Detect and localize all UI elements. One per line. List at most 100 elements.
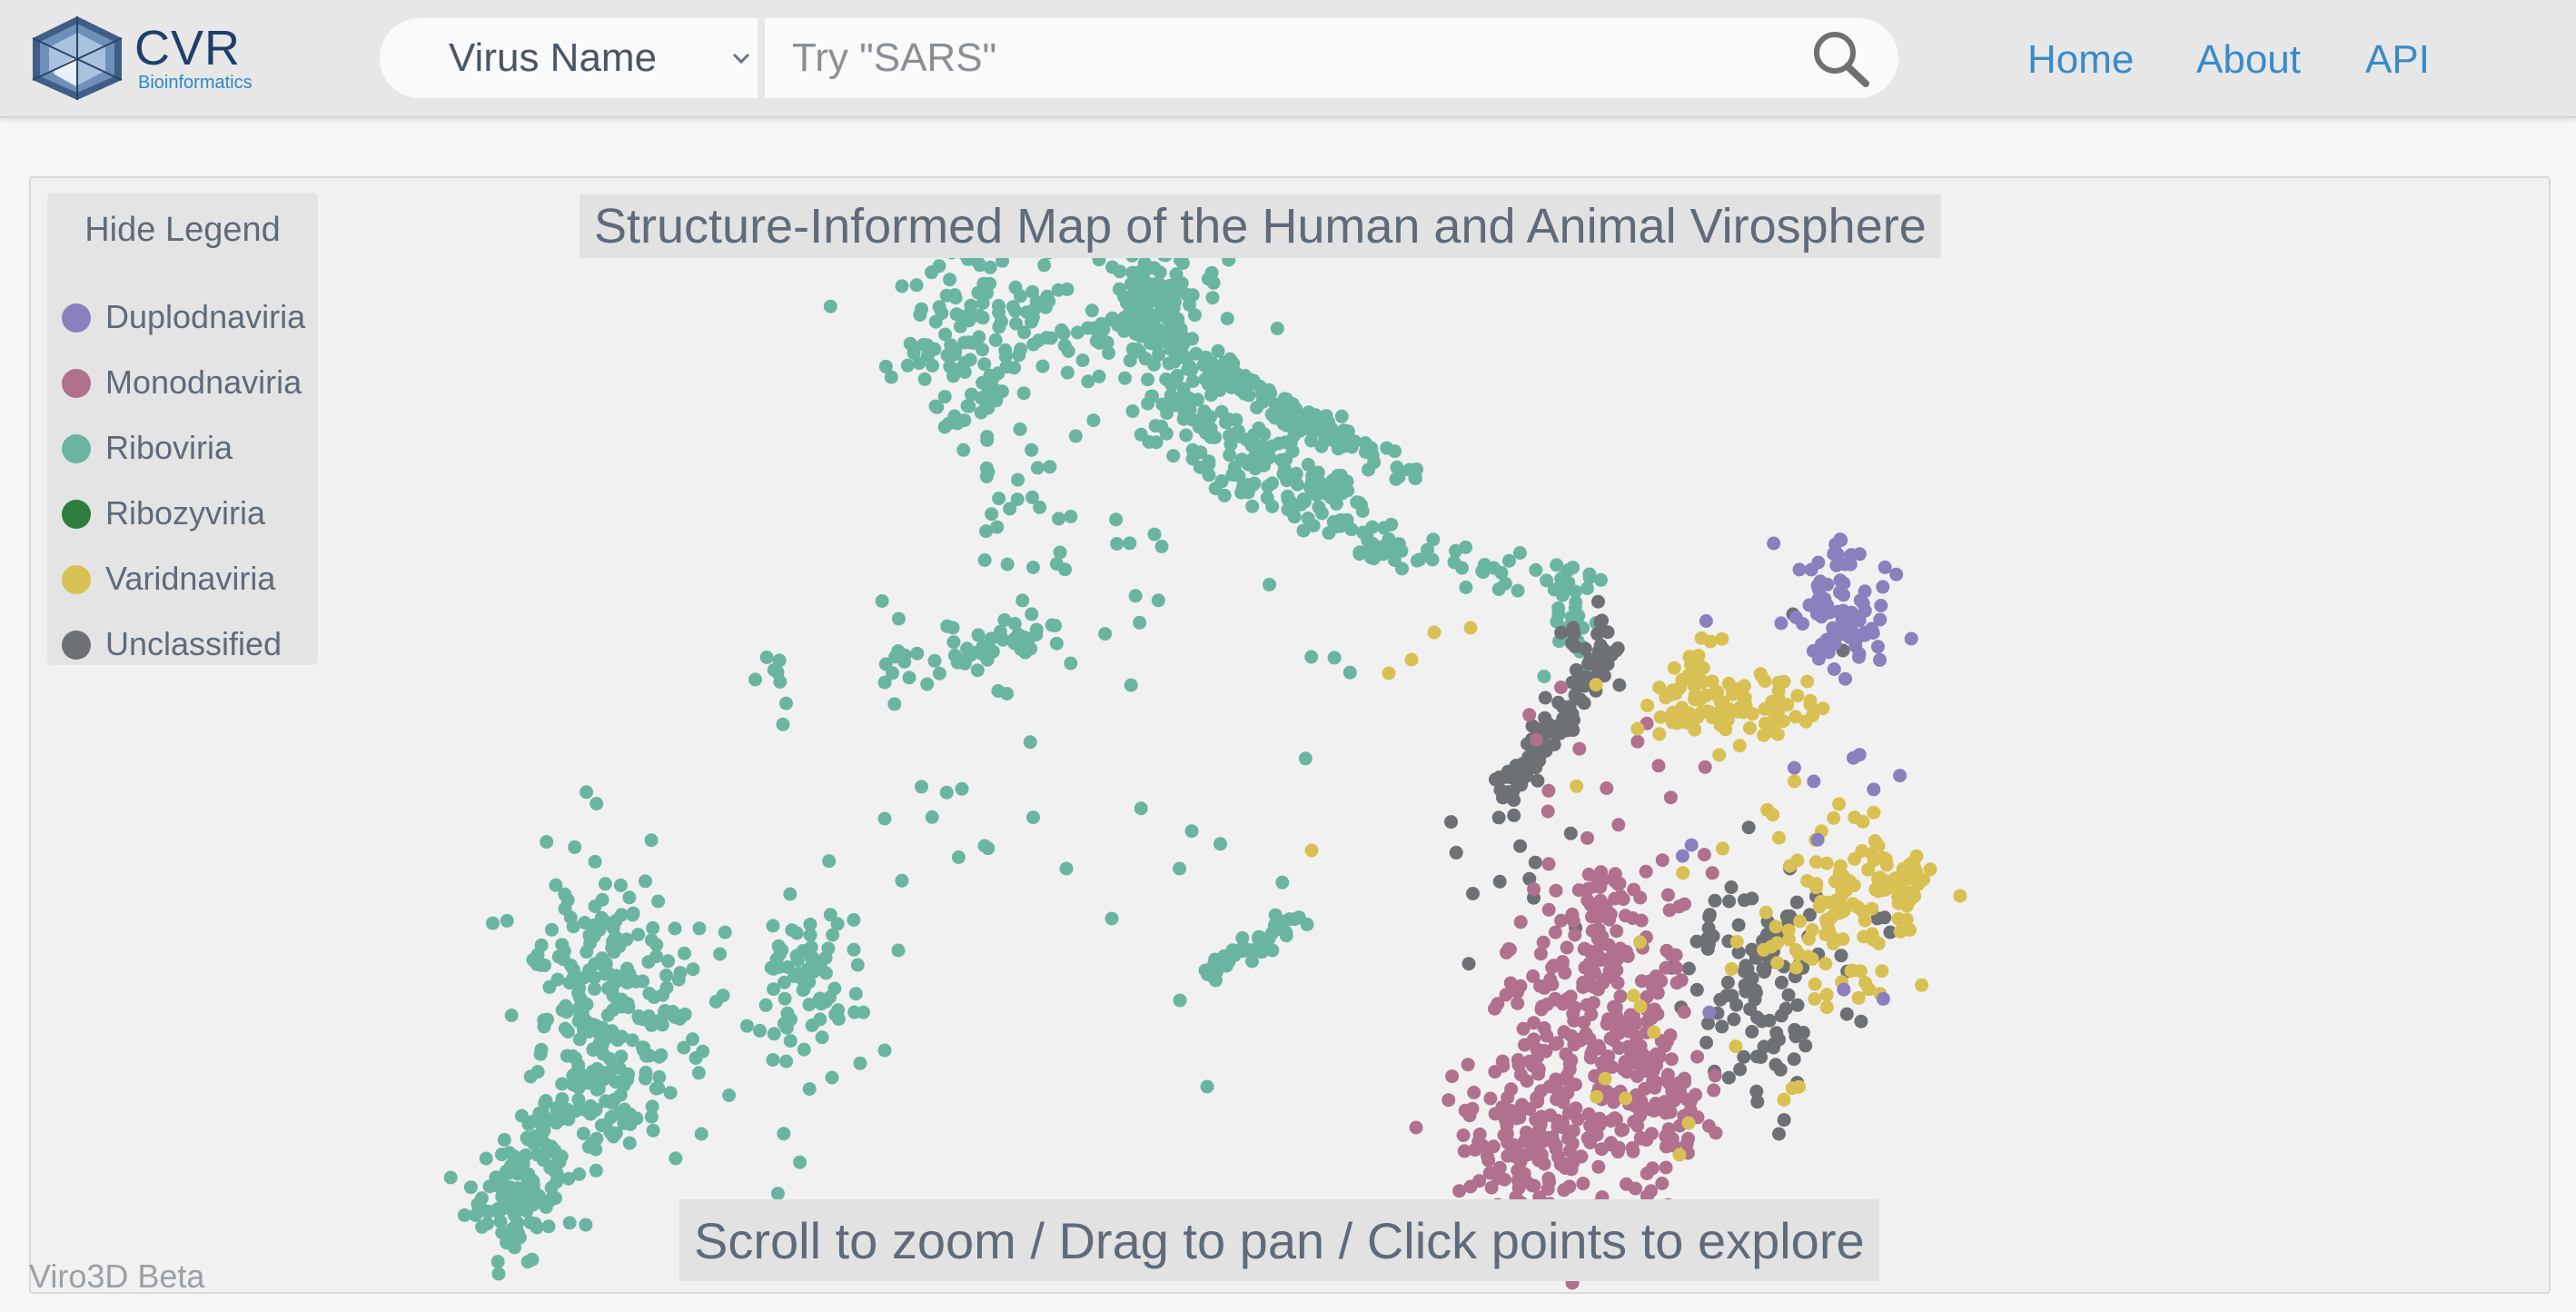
virus-point[interactable] — [1611, 818, 1626, 832]
virus-point[interactable] — [1827, 662, 1841, 676]
virus-point[interactable] — [1738, 964, 1752, 979]
virus-point[interactable] — [1667, 705, 1681, 720]
virus-point[interactable] — [895, 873, 909, 888]
virus-point[interactable] — [1576, 976, 1590, 989]
virus-point[interactable] — [1160, 406, 1174, 421]
virus-point[interactable] — [555, 1092, 570, 1107]
virus-point[interactable] — [587, 1066, 601, 1080]
virus-point[interactable] — [1123, 536, 1137, 551]
virus-point[interactable] — [1637, 1049, 1651, 1063]
virus-point[interactable] — [530, 1112, 544, 1127]
virus-point[interactable] — [977, 553, 992, 567]
search-icon[interactable] — [1806, 27, 1878, 89]
virus-point[interactable] — [989, 393, 1004, 408]
virus-point[interactable] — [1833, 585, 1847, 600]
virus-point[interactable] — [767, 961, 780, 976]
virus-point[interactable] — [1562, 1144, 1577, 1158]
virus-point[interactable] — [1790, 998, 1805, 1012]
virus-point[interactable] — [626, 906, 640, 920]
virus-point[interactable] — [1617, 1062, 1631, 1077]
virus-point[interactable] — [471, 1197, 485, 1211]
virus-point[interactable] — [507, 1208, 521, 1222]
virus-point[interactable] — [566, 1078, 580, 1092]
virus-point[interactable] — [1483, 1091, 1498, 1106]
virus-point[interactable] — [691, 1066, 706, 1080]
virus-point[interactable] — [644, 833, 659, 848]
legend-item-varidnaviria[interactable]: Varidnaviria — [62, 556, 316, 601]
virus-point[interactable] — [1568, 584, 1582, 599]
virus-point[interactable] — [1697, 848, 1711, 862]
virus-point[interactable] — [1660, 1034, 1674, 1049]
virus-point[interactable] — [1566, 1124, 1580, 1138]
virus-point[interactable] — [822, 854, 837, 869]
virus-point[interactable] — [1147, 261, 1162, 275]
virus-point[interactable] — [1538, 691, 1552, 705]
virus-point[interactable] — [1739, 984, 1753, 999]
virus-point[interactable] — [1459, 581, 1473, 594]
virus-point[interactable] — [1174, 322, 1188, 336]
virus-point[interactable] — [1457, 1144, 1471, 1158]
virus-point[interactable] — [1707, 1083, 1721, 1098]
virus-point[interactable] — [1547, 738, 1561, 751]
virus-point[interactable] — [1327, 651, 1342, 665]
virus-point[interactable] — [1724, 961, 1739, 976]
virus-point[interactable] — [940, 348, 955, 363]
virus-point[interactable] — [1572, 741, 1587, 756]
virus-point[interactable] — [1603, 965, 1618, 979]
virus-point[interactable] — [1788, 943, 1803, 957]
virus-point[interactable] — [1488, 772, 1502, 787]
virus-point[interactable] — [1112, 282, 1126, 296]
virus-point[interactable] — [1193, 461, 1207, 474]
virus-point[interactable] — [1511, 583, 1525, 598]
virus-point[interactable] — [1224, 427, 1239, 442]
virus-point[interactable] — [1576, 1177, 1590, 1191]
virus-point[interactable] — [1783, 859, 1797, 873]
legend-item-duplodnaviria[interactable]: Duplodnaviria — [62, 294, 316, 340]
virus-point[interactable] — [1758, 674, 1772, 689]
virus-point[interactable] — [748, 672, 762, 687]
virus-point[interactable] — [1655, 1177, 1669, 1190]
legend-item-monodnaviria[interactable]: Monodnaviria — [62, 360, 316, 405]
virus-point[interactable] — [766, 919, 780, 933]
virus-point[interactable] — [588, 957, 602, 971]
virus-point[interactable] — [946, 369, 960, 383]
virus-point[interactable] — [1610, 641, 1625, 655]
virus-point[interactable] — [1025, 561, 1040, 574]
virus-point[interactable] — [1513, 915, 1528, 929]
virus-point[interactable] — [1125, 265, 1140, 280]
virus-point[interactable] — [1057, 338, 1072, 353]
virus-point[interactable] — [1607, 1095, 1620, 1109]
virus-point[interactable] — [827, 981, 842, 996]
virus-point[interactable] — [1263, 577, 1276, 591]
virus-point[interactable] — [1849, 631, 1864, 646]
virus-point[interactable] — [1557, 1183, 1571, 1198]
virus-point[interactable] — [1488, 1065, 1502, 1079]
virus-point[interactable] — [1409, 1120, 1423, 1135]
virus-point[interactable] — [1048, 619, 1063, 632]
virus-point[interactable] — [1765, 696, 1779, 711]
virus-point[interactable] — [1037, 258, 1052, 273]
virus-point[interactable] — [1151, 276, 1165, 291]
virus-point[interactable] — [1545, 960, 1560, 975]
virus-point[interactable] — [1708, 893, 1722, 908]
virus-point[interactable] — [1528, 855, 1542, 870]
virus-point[interactable] — [1359, 444, 1372, 459]
virus-point[interactable] — [1009, 636, 1024, 651]
virus-point[interactable] — [531, 1188, 546, 1203]
virus-point[interactable] — [1837, 982, 1851, 997]
virus-point[interactable] — [1838, 671, 1852, 686]
virus-point[interactable] — [1789, 960, 1804, 975]
virus-point[interactable] — [1591, 594, 1605, 609]
virus-point[interactable] — [1729, 1039, 1743, 1054]
virus-point[interactable] — [1347, 434, 1362, 449]
virus-point[interactable] — [609, 914, 623, 929]
virus-point[interactable] — [1204, 265, 1219, 280]
virus-point[interactable] — [1610, 1145, 1625, 1159]
virus-point[interactable] — [1893, 924, 1907, 939]
virus-point[interactable] — [668, 921, 682, 936]
virus-point[interactable] — [589, 1163, 603, 1178]
virus-point[interactable] — [1754, 1050, 1769, 1064]
virus-point[interactable] — [1610, 924, 1624, 939]
virus-point[interactable] — [925, 810, 939, 824]
virus-point[interactable] — [545, 922, 559, 937]
